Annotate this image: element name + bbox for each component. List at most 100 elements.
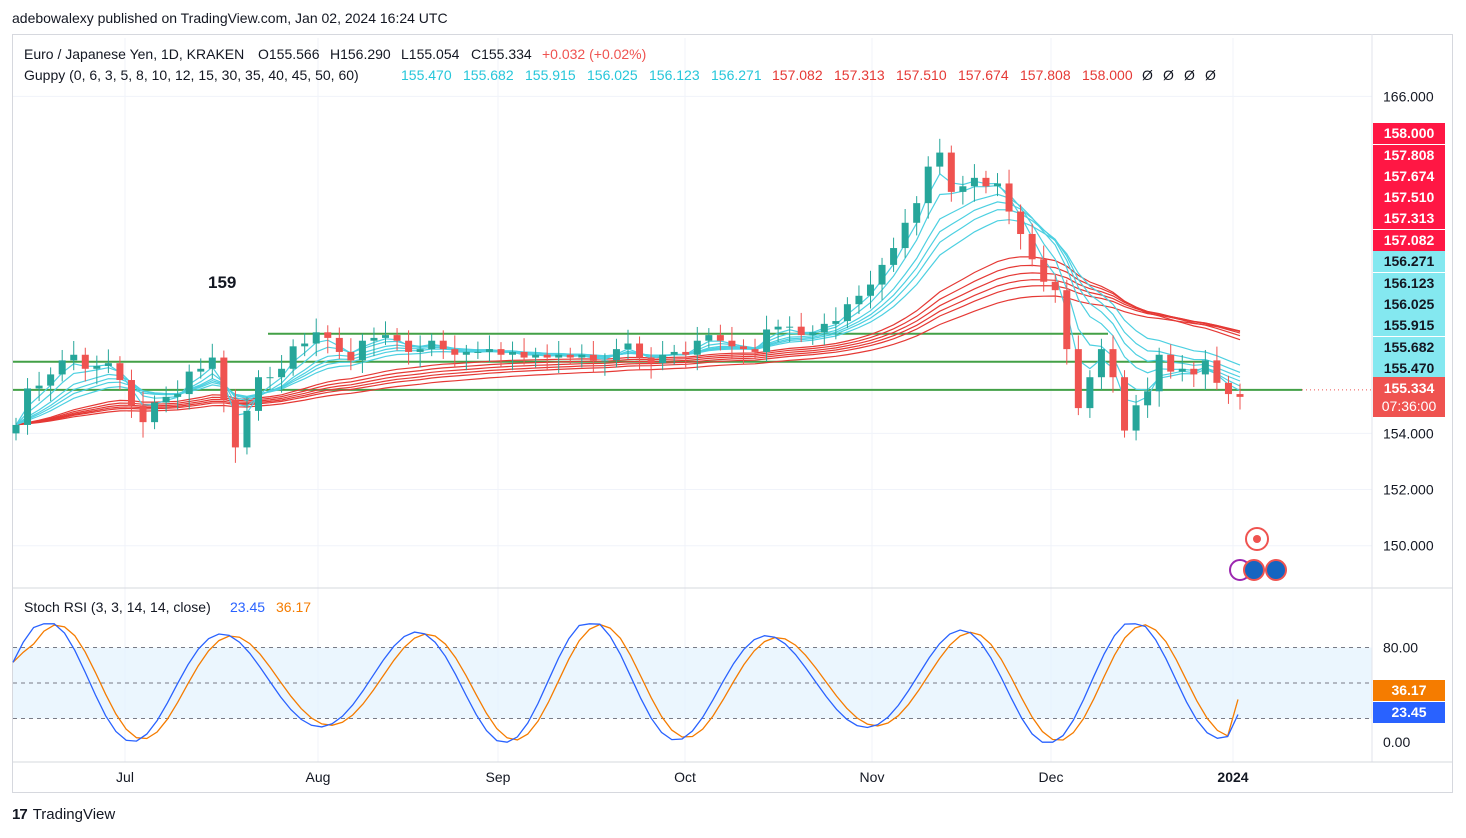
candle-body xyxy=(58,360,66,375)
candle-body xyxy=(612,349,620,361)
candle-body xyxy=(1213,360,1221,383)
candle-body xyxy=(555,354,563,358)
guppy-fast-line xyxy=(15,219,1241,426)
event-markers[interactable] xyxy=(1229,527,1287,581)
badge-guppy-fast: 156.123 xyxy=(1373,273,1445,294)
badge-stoch-d-text: 36.17 xyxy=(1391,682,1426,698)
badge-guppy-fast: 156.271 xyxy=(1373,251,1445,272)
candle-body xyxy=(913,203,921,223)
badge-guppy-slow-text: 157.808 xyxy=(1384,147,1435,163)
axes: 166.000 154.000 152.000 150.000 Jul Aug Sep Oct… xyxy=(12,34,1453,785)
candle-body xyxy=(335,337,343,352)
candle-body xyxy=(197,368,205,372)
badge-guppy-fast: 155.470 xyxy=(1373,358,1445,379)
guppy-empty-value: Ø xyxy=(1184,67,1195,83)
guppy-fast-value: 156.123 xyxy=(649,67,700,83)
badge-last-price: 155.334 07:36:00 xyxy=(1373,377,1445,417)
guppy-slow-value: 157.510 xyxy=(896,67,947,83)
candle-body xyxy=(994,183,1002,187)
candle-body xyxy=(901,222,909,249)
candle-body xyxy=(751,349,759,352)
badge-guppy-slow-bg xyxy=(1373,145,1445,166)
badge-guppy-slow-bg xyxy=(1373,230,1445,251)
footer-brand[interactable]: 17 TradingView xyxy=(12,806,115,823)
candle-body xyxy=(520,351,528,358)
candle-body xyxy=(509,351,517,355)
candle-body xyxy=(266,377,274,379)
guppy-legend-values: 155.470 155.682 155.915 156.025 156.123 156.2… xyxy=(401,67,1216,83)
candle-body xyxy=(578,354,586,358)
candle-body xyxy=(716,335,724,341)
stoch-y-tick: 80.00 xyxy=(1383,640,1418,656)
grid xyxy=(13,38,1372,762)
candle-body xyxy=(104,363,112,366)
badge-guppy-slow-bg xyxy=(1373,187,1445,208)
level-annotation: 159 xyxy=(208,273,236,292)
candle-body xyxy=(1224,382,1232,395)
candle-body xyxy=(116,363,124,381)
candle-body xyxy=(693,340,701,355)
x-tick-label: Aug xyxy=(306,769,331,785)
badge-guppy-slow: 157.808 xyxy=(1373,145,1445,166)
candle-body xyxy=(151,402,159,423)
candle-body xyxy=(393,335,401,341)
candle-body xyxy=(601,360,609,362)
badge-stoch-k-text: 23.45 xyxy=(1391,704,1426,720)
candle-body xyxy=(12,424,20,434)
candle-body xyxy=(278,368,286,378)
candle-body xyxy=(890,248,898,265)
ohlc-low: L155.054 xyxy=(401,46,460,62)
candle-body xyxy=(93,365,101,369)
x-tick-label: Nov xyxy=(860,769,885,785)
y-tick-label: 150.000 xyxy=(1383,538,1434,554)
last-price-text: 155.334 xyxy=(1384,380,1435,396)
candle-body xyxy=(843,304,851,322)
countdown-text: 07:36:00 xyxy=(1382,398,1437,414)
candle-body xyxy=(1201,360,1209,375)
tradingview-logo-icon: 17 xyxy=(12,806,28,823)
y-tick-label: 152.000 xyxy=(1383,482,1434,498)
eu-flag-icon[interactable] xyxy=(1265,559,1287,581)
ohlc-close: C155.334 xyxy=(471,46,532,62)
candle-body xyxy=(220,357,228,400)
symbol-title: Euro / Japanese Yen, 1D, KRAKEN xyxy=(24,46,244,62)
candles xyxy=(12,138,1244,463)
guppy-slow-line xyxy=(15,285,1241,426)
candle-body xyxy=(1178,368,1186,372)
candle-body xyxy=(1051,281,1059,291)
publish-info: adebowalexy published on TradingView.com… xyxy=(12,10,448,26)
candle-body xyxy=(636,343,644,358)
badge-guppy-slow: 157.082 xyxy=(1373,230,1445,251)
badge-guppy-slow-text: 157.674 xyxy=(1384,168,1435,184)
candle-body xyxy=(370,337,378,341)
candle-body xyxy=(439,340,447,350)
candle-body xyxy=(763,329,771,352)
guppy-slow-line xyxy=(15,279,1241,426)
candle-body xyxy=(1109,349,1117,378)
candle-body xyxy=(982,177,990,187)
x-tick-label: Oct xyxy=(674,769,696,785)
candle-body xyxy=(1074,349,1082,409)
candle-body xyxy=(382,335,390,338)
candle-body xyxy=(705,335,713,341)
stoch-k-value: 23.45 xyxy=(230,599,265,615)
candle-body xyxy=(243,410,251,448)
guppy-empty-value: Ø xyxy=(1142,67,1153,83)
guppy-fast-line xyxy=(15,201,1241,426)
ohlc-high: H156.290 xyxy=(330,46,391,62)
badge-guppy-fast: 155.682 xyxy=(1373,337,1445,358)
candle-body xyxy=(162,396,170,403)
guppy-fast-value: 155.470 xyxy=(401,67,452,83)
candle-body xyxy=(485,349,493,352)
candle-body xyxy=(647,357,655,364)
footer-brand-text: TradingView xyxy=(32,806,116,823)
guppy-slow-value: 157.808 xyxy=(1020,67,1071,83)
badge-guppy-fast-bg xyxy=(1373,273,1445,294)
stoch-y-tick: 0.00 xyxy=(1383,734,1410,750)
candle-body xyxy=(820,323,828,333)
guppy-fast-value: 155.915 xyxy=(525,67,576,83)
eu-flag-icon[interactable] xyxy=(1243,559,1265,581)
candle-body xyxy=(289,346,297,369)
guppy-slow-value: 157.082 xyxy=(772,67,823,83)
